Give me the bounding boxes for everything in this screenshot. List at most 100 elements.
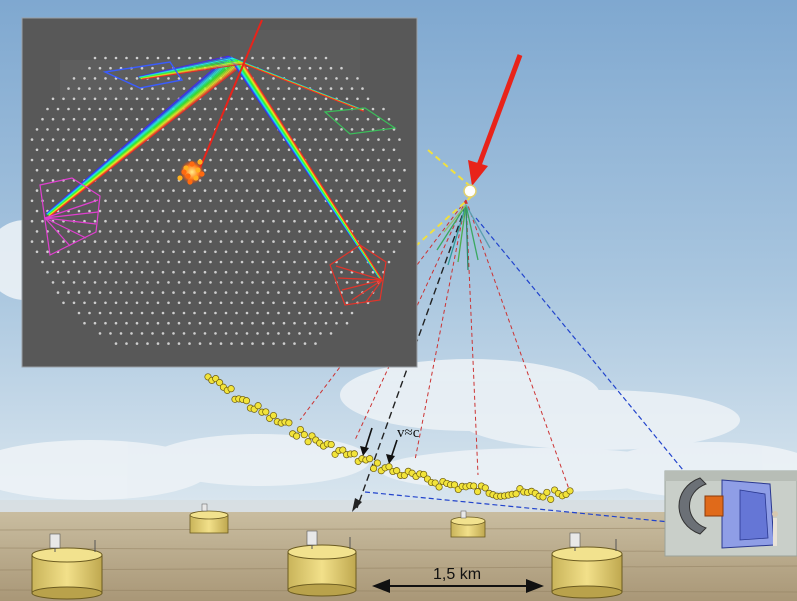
pixel-dot (209, 199, 212, 203)
pixel-dot (35, 168, 39, 172)
pixel-dot (193, 128, 196, 131)
pixel-dot (329, 311, 333, 315)
core-hit (177, 175, 183, 181)
pixel-dot (114, 260, 118, 264)
pixel-dot (219, 199, 223, 203)
pixel-dot (67, 291, 70, 294)
pixel-dot (67, 107, 70, 111)
pixel-dot (193, 107, 196, 111)
light-path (140, 61, 240, 80)
pixel-dot (319, 148, 322, 152)
pixel-dot (172, 270, 175, 274)
pixel-dot (361, 148, 364, 152)
pixel-dot (308, 332, 312, 335)
pixel-dot (314, 260, 317, 264)
eye-outline-blue (102, 61, 184, 89)
detector-pixel-grid (30, 56, 406, 345)
pixel-dot (219, 138, 223, 141)
pixel-dot (245, 311, 249, 315)
pixel-dot (371, 128, 375, 131)
pixel-dot (256, 332, 259, 335)
pixel-dot (193, 148, 196, 152)
pixel-dot (345, 199, 349, 203)
pixel-dot (298, 189, 301, 192)
pixel-dot (193, 291, 196, 294)
pixel-dot (203, 189, 207, 192)
pixel-dot (198, 301, 202, 305)
pixel-dot (119, 87, 123, 90)
pixel-dot (340, 168, 343, 172)
pixel-dot (172, 189, 175, 192)
pixel-dot (114, 281, 118, 284)
pixel-dot (335, 321, 338, 325)
pixel-dot (35, 128, 39, 131)
pixel-dot (198, 117, 202, 121)
pixel-dot (56, 189, 60, 192)
pixel-dot (245, 230, 249, 233)
pixel-dot (125, 342, 128, 345)
pixel-dot (172, 230, 175, 233)
pixel-dot (140, 291, 144, 294)
pixel-dot (319, 168, 322, 172)
profile-dot (327, 440, 335, 449)
pixel-dot (119, 291, 123, 294)
pixel-dot (46, 270, 49, 274)
pixel-dot (377, 179, 380, 182)
pixel-dot (167, 301, 170, 305)
pixel-dot (340, 311, 343, 315)
pixel-dot (188, 321, 191, 325)
surface-tank-1 (31, 533, 103, 600)
pixel-dot (156, 77, 160, 80)
pixel-dot (356, 260, 359, 264)
pixel-dot (140, 168, 144, 172)
pixel-dot (98, 107, 102, 111)
profile-dot (350, 450, 358, 458)
pixel-dot (324, 219, 328, 223)
pixel-dot (125, 97, 128, 101)
pixel-dot (98, 148, 102, 152)
pixel-dot (77, 209, 81, 213)
pixel-dot (340, 107, 343, 111)
pixel-dot (135, 179, 139, 182)
pixel-dot (335, 179, 338, 182)
pixel-dot (161, 270, 165, 274)
pixel-dot (182, 332, 186, 335)
pixel-dot (261, 321, 265, 325)
pixel-dot (46, 148, 49, 152)
pixel-dot (266, 87, 270, 90)
pixel-dot (340, 209, 343, 213)
pixel-dot (266, 128, 270, 131)
pixel-dot (188, 117, 191, 121)
pixel-dot (356, 97, 359, 101)
pixel-dot (298, 250, 301, 254)
pixel-dot (182, 230, 186, 233)
pixel-dot (35, 250, 39, 254)
pixel-dot (30, 219, 34, 223)
pixel-dot (51, 199, 55, 203)
pixel-dot (198, 260, 202, 264)
core-hit (195, 167, 201, 173)
pixel-dot (350, 291, 354, 294)
pixel-dot (62, 158, 65, 162)
light-path (48, 61, 241, 217)
pixel-dot (303, 199, 307, 203)
pixel-dot (125, 321, 128, 325)
pixel-dot (319, 311, 322, 315)
pixel-dot (146, 158, 149, 162)
pixel-dot (41, 179, 44, 182)
pixel-dot (329, 87, 333, 90)
pixel-dot (272, 56, 275, 60)
pixel-dot (324, 77, 328, 80)
pixel-dot (282, 97, 286, 101)
front-arrow-1 (364, 427, 373, 451)
cherenkov-lines (299, 199, 571, 493)
pixel-dot (130, 209, 133, 213)
pixel-dot (140, 332, 144, 335)
pixel-dot (266, 168, 270, 172)
pixel-dot (387, 179, 391, 182)
pixel-dot (77, 148, 81, 152)
pixel-dot (287, 128, 291, 131)
pixel-dot (104, 117, 107, 121)
front-arrow-1-head (360, 446, 369, 456)
pixel-dot (282, 158, 286, 162)
